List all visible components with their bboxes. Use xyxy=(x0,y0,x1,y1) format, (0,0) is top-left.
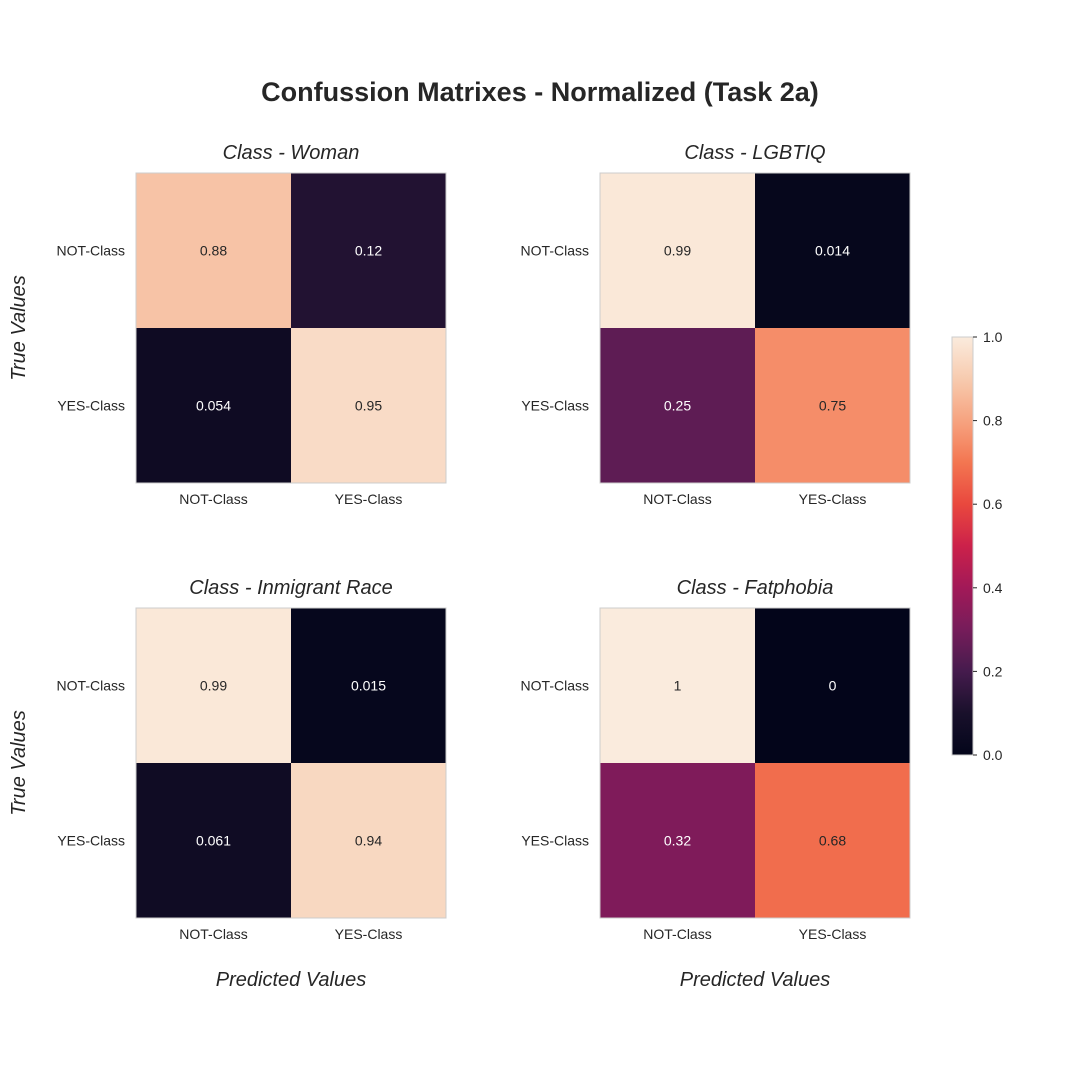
heatmap-frame xyxy=(599,172,911,484)
heatmap-cell xyxy=(600,763,755,918)
heatmap-panel: Class - Fatphobia 1 0 0.32 0.68 NOT-Class YES-… xyxy=(521,577,911,991)
colorbar: 0.0 0.2 0.4 0.6 0.8 1.0 xyxy=(951,329,1003,763)
heatmap-cell xyxy=(600,173,755,328)
heatmap-cell xyxy=(600,608,755,763)
heatmap-cell xyxy=(136,608,291,763)
cell-value-label: 0.015 xyxy=(351,678,386,694)
cell-value-label: 1 xyxy=(674,678,682,694)
cell-value-label: 0.99 xyxy=(200,678,227,694)
heatmap-panel: Class - LGBTIQ 0.99 0.014 0.25 0.75 NOT-Class… xyxy=(521,142,911,507)
heatmap-cell xyxy=(136,763,291,918)
cell-value-label: 0.25 xyxy=(664,398,691,414)
colorbar-tick-label: 0.2 xyxy=(983,663,1003,679)
colorbar-tick-label: 0.0 xyxy=(983,747,1003,763)
cell-value-label: 0.014 xyxy=(815,243,850,259)
heatmap-cell xyxy=(291,763,446,918)
cell-value-label: 0.68 xyxy=(819,833,846,849)
figure-title: Confussion Matrixes - Normalized (Task 2… xyxy=(261,77,819,107)
heatmap-frame xyxy=(599,607,911,919)
x-tick-label: YES-Class xyxy=(799,926,867,942)
heatmap-cell xyxy=(755,328,910,483)
y-axis-label: True Values xyxy=(8,710,30,816)
x-tick-label: NOT-Class xyxy=(179,491,247,507)
colorbar-gradient xyxy=(951,336,974,756)
heatmap-cell xyxy=(291,608,446,763)
panel-title: Class - Woman xyxy=(223,142,360,164)
heatmap-cell xyxy=(755,173,910,328)
colorbar-tick-label: 0.8 xyxy=(983,413,1003,429)
panel-title: Class - Inmigrant Race xyxy=(189,577,392,599)
panel-title: Class - Fatphobia xyxy=(677,577,834,599)
heatmap-cell xyxy=(291,328,446,483)
x-tick-label: YES-Class xyxy=(335,926,403,942)
x-axis-label: Predicted Values xyxy=(680,969,830,991)
colorbar-tick-label: 0.4 xyxy=(983,580,1003,596)
cell-value-label: 0.32 xyxy=(664,833,691,849)
y-tick-label: YES-Class xyxy=(57,398,125,414)
y-tick-label: YES-Class xyxy=(521,398,589,414)
y-tick-label: YES-Class xyxy=(521,833,589,849)
cell-value-label: 0.75 xyxy=(819,398,846,414)
cell-value-label: 0.94 xyxy=(355,833,382,849)
cell-value-label: 0.88 xyxy=(200,243,227,259)
x-tick-label: YES-Class xyxy=(335,491,403,507)
colorbar-tick-label: 1.0 xyxy=(983,329,1003,345)
colorbar-tick-label: 0.6 xyxy=(983,496,1003,512)
x-tick-label: NOT-Class xyxy=(643,491,711,507)
x-tick-label: NOT-Class xyxy=(179,926,247,942)
x-axis-label: Predicted Values xyxy=(216,969,366,991)
y-tick-label: NOT-Class xyxy=(57,678,125,694)
heatmap-cell xyxy=(755,608,910,763)
heatmap-frame xyxy=(135,172,447,484)
heatmap-panel: Class - Inmigrant Race 0.99 0.015 0.061 0.94… xyxy=(8,577,447,991)
panel-title: Class - LGBTIQ xyxy=(684,142,825,164)
y-axis-label: True Values xyxy=(8,275,30,381)
heatmap-panel: Class - Woman 0.88 0.12 0.054 0.95 NOT-Class Y… xyxy=(8,142,447,507)
heatmap-panels: Class - Woman 0.88 0.12 0.054 0.95 NOT-Class Y… xyxy=(8,142,911,991)
heatmap-cell xyxy=(136,328,291,483)
y-tick-label: YES-Class xyxy=(57,833,125,849)
cell-value-label: 0.12 xyxy=(355,243,382,259)
heatmap-cell xyxy=(755,763,910,918)
y-tick-label: NOT-Class xyxy=(521,678,589,694)
cell-value-label: 0.95 xyxy=(355,398,382,414)
heatmap-cell xyxy=(136,173,291,328)
x-tick-label: YES-Class xyxy=(799,491,867,507)
cell-value-label: 0.061 xyxy=(196,833,231,849)
heatmap-cell xyxy=(600,328,755,483)
x-tick-label: NOT-Class xyxy=(643,926,711,942)
heatmap-frame xyxy=(135,607,447,919)
cell-value-label: 0.054 xyxy=(196,398,231,414)
y-tick-label: NOT-Class xyxy=(57,243,125,259)
cell-value-label: 0 xyxy=(829,678,837,694)
heatmap-cell xyxy=(291,173,446,328)
y-tick-label: NOT-Class xyxy=(521,243,589,259)
cell-value-label: 0.99 xyxy=(664,243,691,259)
